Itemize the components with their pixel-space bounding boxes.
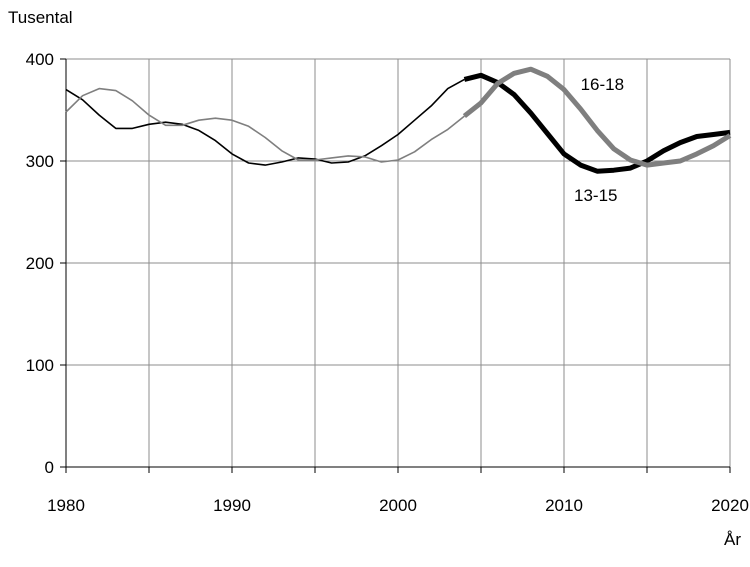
series-line-16-18-thick (462, 66, 732, 168)
y-tick-label: 200 (26, 254, 54, 273)
annotations: 16-18 13-15 (574, 75, 624, 205)
series-line-13-15-thick (463, 72, 731, 174)
y-tick-label: 0 (45, 458, 54, 477)
annotation-16-18: 16-18 (581, 75, 624, 94)
x-tick-label: 1980 (47, 496, 85, 515)
y-tick-label: 300 (26, 152, 54, 171)
x-tick-label: 2020 (711, 496, 749, 515)
grid (66, 58, 731, 467)
axes (60, 58, 731, 473)
annotation-13-15: 13-15 (574, 186, 617, 205)
y-axis-title: Tusental (8, 8, 73, 27)
y-tick-label: 100 (26, 356, 54, 375)
series-line-16-18-thin (65, 87, 465, 163)
series-line-13-15-thin (65, 78, 465, 166)
series-lines (65, 66, 732, 174)
tick-labels: 0 100 200 300 400 1980 1990 2000 2010 2020 (26, 50, 749, 515)
x-tick-label: 1990 (213, 496, 251, 515)
x-tick-label: 2000 (379, 496, 417, 515)
x-tick-label: 2010 (545, 496, 583, 515)
x-axis-title: År (724, 530, 741, 549)
y-tick-label: 400 (26, 50, 54, 69)
